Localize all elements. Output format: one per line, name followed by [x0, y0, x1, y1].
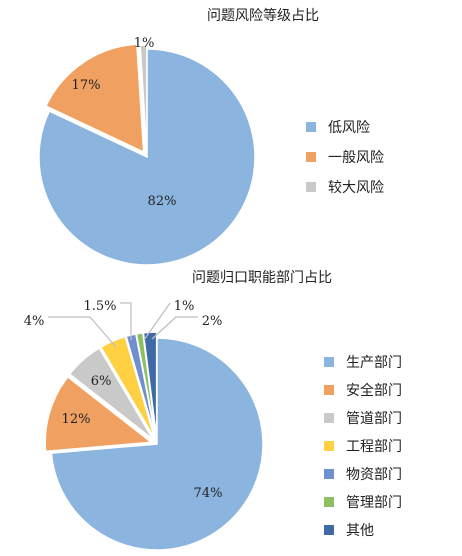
data-label: 82%: [148, 194, 177, 209]
legend-swatch: [324, 357, 334, 367]
pie-slices: [44, 331, 264, 551]
legend-label: 安全部门: [346, 382, 402, 399]
legend-label: 物资部门: [346, 467, 402, 483]
legend-swatch: [324, 413, 334, 423]
legend-swatch: [324, 469, 334, 479]
data-label: 74%: [194, 486, 223, 501]
pie-slice-3: [68, 347, 154, 441]
pie-slice-1: [50, 337, 264, 551]
leader-line: [120, 302, 132, 340]
data-label: 17%: [72, 78, 101, 93]
leader-lines: [48, 302, 198, 348]
pie-slice-3: [139, 44, 148, 154]
legend-label: 工程部门: [346, 439, 402, 455]
data-labels: 82% 17% 1%: [72, 36, 177, 209]
pie-slice-2: [44, 375, 154, 453]
legend-swatch: [324, 497, 334, 507]
department-pie-chart: 问题归口职能部门占比 74% 12% 6% 4% 1.5% 1% 2% 生产部门安全部门管道…: [24, 269, 402, 551]
data-label: 6%: [91, 374, 112, 389]
pie-slice-2: [44, 43, 145, 154]
legend-label: 管理部门: [346, 495, 402, 511]
data-label: 4%: [24, 314, 45, 329]
chart-title: 问题归口职能部门占比: [192, 269, 332, 286]
legend-label: 其他: [346, 523, 374, 539]
legend-label: 低风险: [328, 120, 370, 136]
legend-label: 生产部门: [346, 355, 402, 371]
leader-line: [48, 316, 117, 348]
legend-label: 一般风险: [328, 150, 384, 166]
pie-slice-4: [99, 335, 156, 439]
legend-swatch: [306, 152, 316, 162]
legend-swatch: [306, 122, 316, 132]
legend-label: 较大风险: [328, 180, 384, 196]
data-label: 2%: [202, 314, 223, 329]
leader-line: [151, 316, 198, 340]
chart-title: 问题风险等级占比: [207, 7, 319, 24]
data-label: 1%: [134, 36, 155, 51]
pie-slices: [38, 43, 256, 266]
legend-swatch: [306, 182, 316, 192]
legend-label: 管道部门: [346, 411, 402, 427]
leader-line: [143, 302, 171, 341]
legend-swatch: [324, 441, 334, 451]
data-labels: 74% 12% 6% 4% 1.5% 1% 2%: [24, 299, 223, 501]
pie-slice-1: [38, 48, 256, 266]
data-label: 1.5%: [83, 299, 116, 314]
legend-swatch: [324, 385, 334, 395]
legend-swatch: [324, 525, 334, 535]
data-label: 1%: [174, 299, 195, 314]
data-label: 12%: [62, 412, 91, 427]
